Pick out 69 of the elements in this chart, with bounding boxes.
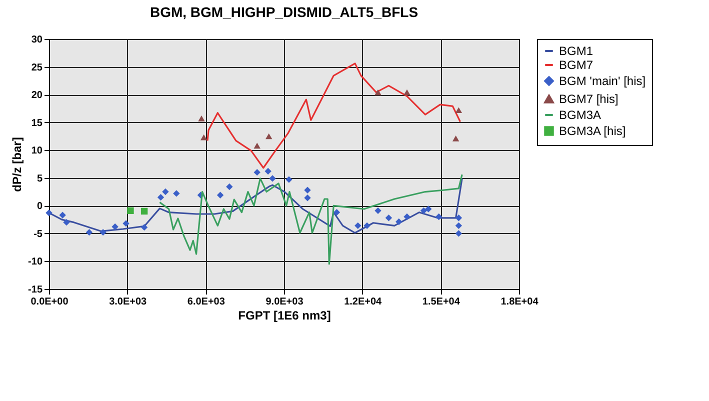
point <box>455 230 462 237</box>
x-tick-label: 3.0E+03 <box>109 296 148 308</box>
point <box>333 208 340 216</box>
point <box>86 228 93 236</box>
legend-label: BGM7 <box>559 58 594 72</box>
y-tick-label: -5 <box>34 228 43 240</box>
point <box>404 89 410 96</box>
point <box>455 222 462 230</box>
point <box>396 218 402 226</box>
x-tick-label: 0.0E+00 <box>30 296 69 308</box>
point <box>404 213 410 220</box>
point <box>254 168 260 176</box>
y-tick-label: 0 <box>36 201 43 212</box>
point <box>264 168 272 175</box>
point <box>112 223 118 230</box>
point <box>374 89 382 96</box>
point <box>216 192 224 198</box>
point <box>455 214 462 222</box>
point <box>59 212 66 218</box>
point <box>46 210 52 216</box>
legend-label: BGM 'main' [his] <box>559 74 646 88</box>
point <box>269 175 276 182</box>
y-tick-label: -10 <box>28 256 43 268</box>
point <box>122 220 130 227</box>
point <box>455 107 462 114</box>
y-axis-title: dP/z [bar] <box>10 137 24 192</box>
point <box>173 190 180 197</box>
legend-label: BGM7 [his] <box>559 92 618 106</box>
point <box>140 224 148 231</box>
point <box>286 176 292 183</box>
point <box>198 116 205 122</box>
point <box>254 142 260 149</box>
line-series <box>158 174 463 265</box>
point <box>63 218 70 226</box>
point <box>127 207 134 214</box>
point <box>364 222 370 230</box>
x-tick-label: 1.5E+04 <box>422 296 460 308</box>
y-tick-label: -15 <box>28 284 43 296</box>
legend-label: BGM3A [his] <box>559 124 626 138</box>
y-tick-label: 15 <box>31 118 43 129</box>
point <box>100 228 106 236</box>
x-tick-label: 6.0E+03 <box>187 296 226 308</box>
point <box>162 188 169 196</box>
x-axis-title: FGPT [1E6 nm3] <box>238 308 331 322</box>
point <box>374 207 382 214</box>
point <box>304 194 311 202</box>
y-tick-label: 20 <box>31 90 43 102</box>
y-tick-label: 25 <box>31 62 43 74</box>
point <box>266 133 272 140</box>
x-tick-label: 1.8E+04 <box>500 296 539 308</box>
point <box>226 183 233 190</box>
point <box>140 208 148 215</box>
legend-label: BGM1 <box>559 44 594 58</box>
point <box>385 214 392 222</box>
point <box>157 194 164 201</box>
y-tick-label: 30 <box>31 34 43 46</box>
point <box>452 136 460 142</box>
x-tick-label: 9.0E+03 <box>266 296 304 308</box>
chart-title: BGM, BGM_HIGHP_DISMID_ALT5_BFLS <box>150 4 418 20</box>
point <box>435 213 442 220</box>
y-tick-label: 5 <box>36 173 43 184</box>
y-tick-label: 10 <box>31 146 43 157</box>
legend-label: BGM3A <box>559 108 602 122</box>
point <box>304 186 311 194</box>
point <box>354 222 362 230</box>
point <box>420 207 428 214</box>
point <box>425 206 432 212</box>
x-tick-label: 1.2E+04 <box>344 296 382 308</box>
point <box>200 134 208 140</box>
